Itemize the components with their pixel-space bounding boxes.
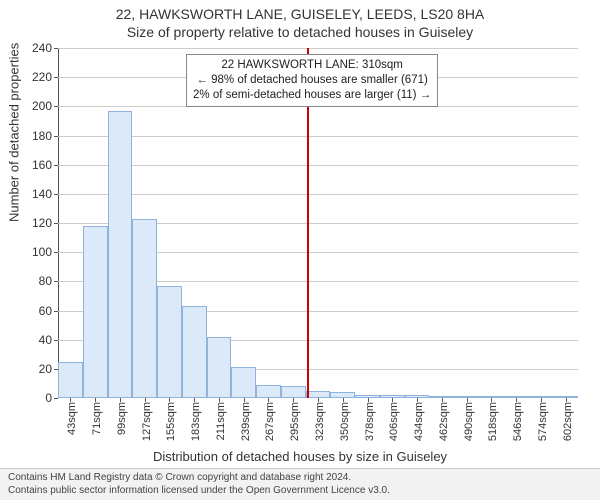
y-tick-label: 120: [32, 216, 52, 230]
histogram-bar: [132, 219, 157, 398]
x-tick-label: 155sqm: [165, 402, 177, 441]
y-tick-mark: [54, 165, 58, 166]
y-tick-label: 20: [39, 362, 52, 376]
y-tick-label: 160: [32, 158, 52, 172]
x-tick-label: 462sqm: [438, 402, 450, 441]
x-tick-label: 490sqm: [463, 402, 475, 441]
x-tick-label: 434sqm: [413, 402, 425, 441]
x-tick-label: 602sqm: [562, 402, 574, 441]
y-tick-mark: [54, 398, 58, 399]
gridline: [58, 165, 578, 166]
x-tick-label: 295sqm: [289, 402, 301, 441]
y-tick-label: 0: [45, 391, 52, 405]
x-tick-label: 43sqm: [66, 402, 78, 435]
gridline: [58, 48, 578, 49]
y-tick-mark: [54, 77, 58, 78]
histogram-bar: [58, 362, 83, 398]
x-tick-label: 574sqm: [537, 402, 549, 441]
plot-area: 02040608010012014016018020022024043sqm71…: [58, 48, 578, 398]
annotation-box: 22 HAWKSWORTH LANE: 310sqm ← 98% of deta…: [186, 54, 438, 107]
page-title-line1: 22, HAWKSWORTH LANE, GUISELEY, LEEDS, LS…: [0, 0, 600, 22]
x-tick-label: 546sqm: [512, 402, 524, 441]
x-tick-label: 378sqm: [364, 402, 376, 441]
y-tick-label: 40: [39, 333, 52, 347]
y-tick-mark: [54, 194, 58, 195]
y-tick-mark: [54, 281, 58, 282]
x-axis-title: Distribution of detached houses by size …: [153, 449, 447, 464]
y-axis-title: Number of detached properties: [7, 43, 22, 222]
y-tick-label: 180: [32, 129, 52, 143]
y-tick-mark: [54, 223, 58, 224]
x-tick-label: 323sqm: [314, 402, 326, 441]
y-tick-mark: [54, 136, 58, 137]
y-tick-label: 140: [32, 187, 52, 201]
histogram-bar: [83, 226, 108, 398]
y-tick-mark: [54, 252, 58, 253]
gridline: [58, 136, 578, 137]
page-title-line2: Size of property relative to detached ho…: [0, 22, 600, 40]
x-tick-label: 127sqm: [141, 402, 153, 441]
annotation-line1: 22 HAWKSWORTH LANE: 310sqm: [193, 58, 431, 73]
chart-container: 22, HAWKSWORTH LANE, GUISELEY, LEEDS, LS…: [0, 0, 600, 500]
annotation-line3: 2% of semi-detached houses are larger (1…: [193, 88, 431, 103]
x-tick-label: 267sqm: [264, 402, 276, 441]
y-tick-label: 80: [39, 274, 52, 288]
histogram-bar: [207, 337, 232, 398]
histogram-bar: [306, 391, 331, 398]
x-tick-label: 239sqm: [240, 402, 252, 441]
y-tick-mark: [54, 106, 58, 107]
x-tick-label: 71sqm: [91, 402, 103, 435]
y-tick-label: 60: [39, 304, 52, 318]
x-tick-label: 350sqm: [339, 402, 351, 441]
histogram-bar: [108, 111, 133, 398]
footer: Contains HM Land Registry data © Crown c…: [0, 468, 600, 500]
histogram-bar: [281, 386, 306, 398]
y-tick-label: 100: [32, 245, 52, 259]
histogram-bar: [231, 367, 256, 398]
gridline: [58, 194, 578, 195]
histogram-bar: [182, 306, 207, 398]
x-tick-label: 406sqm: [388, 402, 400, 441]
x-tick-label: 183sqm: [190, 402, 202, 441]
y-tick-label: 220: [32, 70, 52, 84]
footer-line2: Contains public sector information licen…: [8, 485, 592, 498]
annotation-line2: ← 98% of detached houses are smaller (67…: [193, 73, 431, 88]
y-tick-mark: [54, 48, 58, 49]
x-tick-label: 518sqm: [487, 402, 499, 441]
x-tick-label: 211sqm: [215, 402, 227, 440]
y-tick-label: 200: [32, 99, 52, 113]
y-tick-label: 240: [32, 41, 52, 55]
histogram-bar: [157, 286, 182, 398]
x-tick-label: 99sqm: [116, 402, 128, 435]
y-tick-mark: [54, 340, 58, 341]
y-tick-mark: [54, 311, 58, 312]
footer-line1: Contains HM Land Registry data © Crown c…: [8, 472, 592, 485]
histogram-bar: [256, 385, 281, 398]
